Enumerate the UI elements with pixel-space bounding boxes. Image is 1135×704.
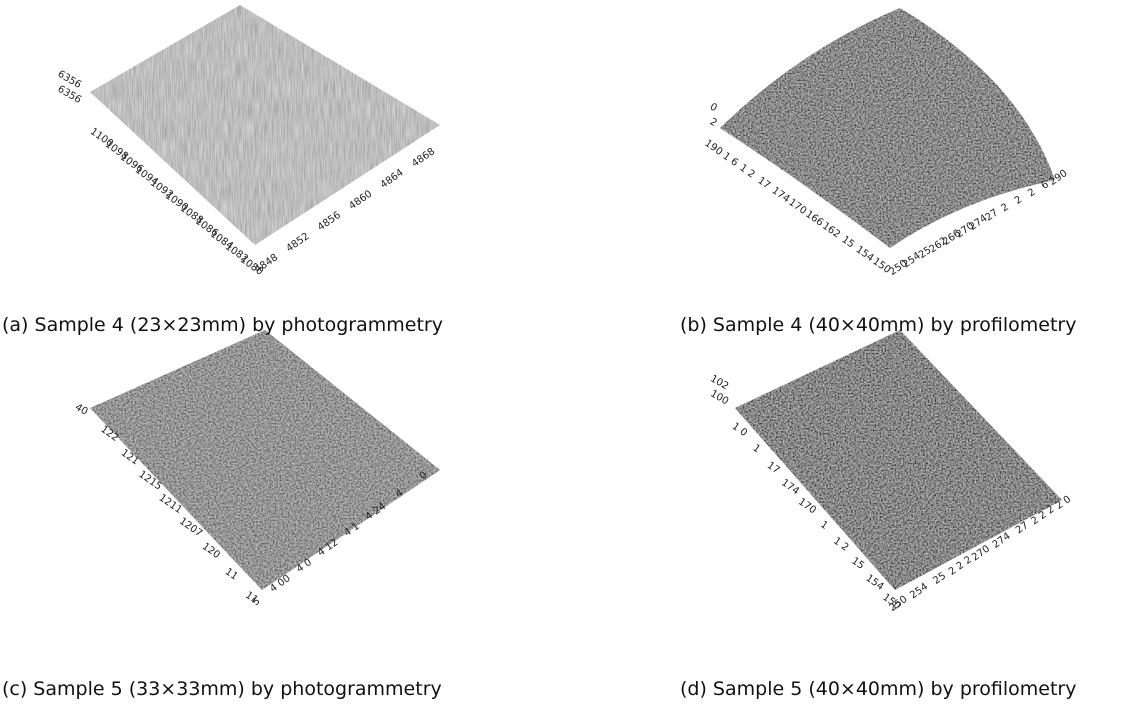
right-axis-label: 4868 bbox=[410, 146, 437, 170]
left-axis-label: 11 bbox=[223, 566, 240, 582]
right-axis-label: 254 bbox=[908, 581, 930, 601]
right-axis-label: 4852 bbox=[284, 231, 311, 255]
right-axis-label: 4860 bbox=[347, 189, 374, 213]
left-axis-label: 1 0 bbox=[730, 421, 749, 439]
surface-d bbox=[735, 330, 1062, 590]
left-axis-label: 1 2 bbox=[737, 162, 756, 180]
right-axis-label: 5 bbox=[251, 596, 263, 609]
left-axis-label: 162 bbox=[820, 221, 842, 241]
surface-a bbox=[90, 5, 440, 245]
right-axis-label: 2 bbox=[1026, 187, 1038, 200]
right-axis-label: 4856 bbox=[316, 210, 343, 234]
left-axis-label: 190 bbox=[702, 138, 724, 158]
caption: (b) Sample 4 (40×40mm) by profilometry bbox=[680, 314, 1077, 336]
surfaces bbox=[90, 5, 1062, 590]
right-axis-label: 4848 bbox=[253, 252, 280, 276]
right-axis-label: 4864 bbox=[379, 167, 406, 191]
left-axis-label: 1 6 bbox=[721, 151, 740, 169]
figure: (a) Sample 4 (23×23mm) by photogrammetry… bbox=[0, 0, 1135, 704]
z-tick-label: 100 bbox=[708, 388, 730, 407]
z-tick-label: 2 bbox=[708, 116, 719, 129]
left-axis-label: 154 bbox=[864, 573, 886, 593]
left-axis-label: 15 bbox=[849, 556, 866, 572]
left-axis-label: 17 bbox=[755, 175, 772, 191]
left-axis-label: 1 bbox=[818, 519, 830, 532]
left-axis-label: 15 bbox=[839, 234, 856, 250]
right-axis-label: 2 bbox=[999, 202, 1011, 215]
right-axis-label: 25 bbox=[931, 571, 948, 587]
right-axis-label: 2 bbox=[1013, 194, 1025, 207]
caption: (d) Sample 5 (40×40mm) by profilometry bbox=[680, 678, 1077, 700]
left-axis-label: 1 2 bbox=[831, 536, 850, 554]
caption: (c) Sample 5 (33×33mm) by photogrammetry bbox=[2, 678, 442, 700]
left-axis-label: 170 bbox=[796, 496, 818, 516]
z-tick-label: 0 bbox=[708, 101, 719, 114]
left-axis-label: 174 bbox=[779, 477, 801, 497]
surface-c bbox=[90, 330, 440, 590]
z-tick-label: 102 bbox=[708, 373, 730, 392]
caption: (a) Sample 4 (23×23mm) by photogrammetry bbox=[2, 314, 443, 336]
z-tick-label: 40 bbox=[73, 402, 90, 418]
left-axis-label: 150 bbox=[870, 256, 892, 276]
left-axis-label: 1 bbox=[751, 443, 763, 456]
left-axis-label: 120 bbox=[200, 541, 222, 561]
left-axis-label: 17 bbox=[765, 460, 782, 476]
